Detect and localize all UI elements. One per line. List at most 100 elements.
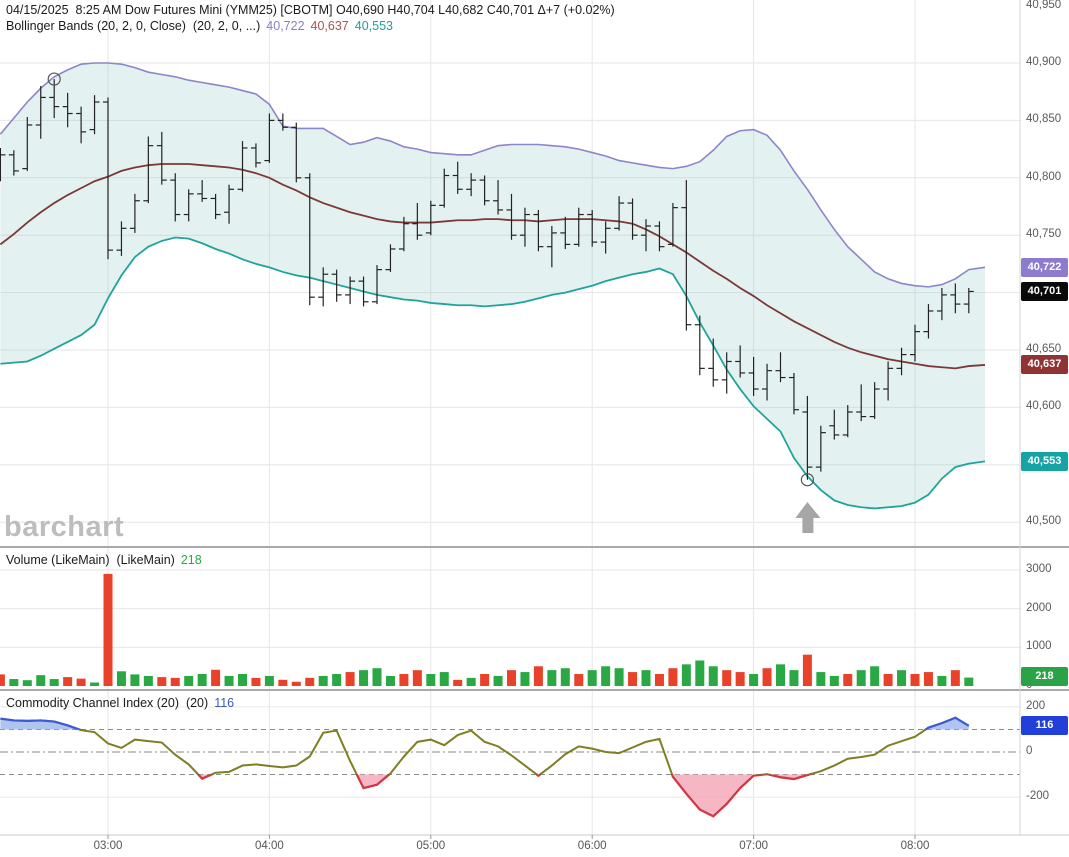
price-bar — [829, 409, 840, 440]
volume-bar — [36, 675, 46, 686]
price-bar — [802, 395, 813, 480]
time-axis-label: 06:00 — [577, 840, 607, 852]
arrow-up-annotation — [795, 502, 821, 533]
volume-bar — [157, 677, 167, 686]
volume-bar — [937, 675, 947, 686]
time-axis-label: 08:00 — [900, 840, 930, 852]
volume-bar — [762, 668, 772, 686]
volume-bar — [910, 674, 920, 686]
volume-axis-label: 2000 — [1026, 601, 1052, 614]
volume-bar — [184, 675, 194, 686]
volume-bar — [923, 672, 933, 686]
price-bar — [910, 324, 920, 362]
volume-bar — [170, 677, 180, 686]
volume-bar — [22, 680, 32, 686]
volume-bar — [466, 677, 476, 686]
instrument-header: 04/15/2025 8:25 AM Dow Futures Mini (YMM… — [6, 3, 615, 17]
volume-bar — [9, 679, 19, 686]
volume-header: Volume (LikeMain) (LikeMain) 218 — [6, 553, 202, 567]
price-bar — [143, 136, 154, 204]
time-axis-label: 03:00 — [93, 840, 123, 852]
price-bar — [493, 180, 504, 215]
volume-bar — [480, 674, 490, 686]
price-bar — [775, 352, 786, 383]
volume-bar — [399, 674, 409, 686]
volume-bar — [560, 668, 570, 686]
volume-bar — [493, 675, 503, 686]
price-bar — [116, 221, 127, 256]
price-bar — [641, 219, 651, 252]
price-axis-label: 40,900 — [1026, 56, 1062, 68]
volume-bar — [345, 672, 355, 686]
cci-axis-label: 200 — [1026, 699, 1046, 712]
price-last-value-badge: 40,637 — [1021, 355, 1068, 375]
price-bar — [277, 113, 288, 131]
bollinger-label: Bollinger Bands (20, 2, 0, Close) (20, 2… — [6, 19, 261, 33]
price-bar — [304, 173, 315, 306]
price-bar — [170, 173, 181, 222]
circle-annotation — [800, 473, 815, 487]
price-bar — [412, 203, 423, 240]
volume-bar — [816, 672, 826, 686]
volume-bar — [439, 672, 449, 686]
price-bar — [358, 276, 369, 307]
price-bar — [35, 85, 46, 139]
volume-bar — [587, 670, 597, 686]
volume-bar — [76, 678, 86, 686]
volume-bar — [426, 674, 436, 686]
volume-bar — [695, 660, 705, 686]
volume-bar — [749, 674, 759, 686]
price-bar — [8, 150, 19, 176]
volume-bar — [654, 674, 664, 686]
price-axis-label: 40,600 — [1026, 400, 1062, 413]
volume-bar — [143, 675, 153, 686]
volume-bar — [547, 670, 557, 686]
volume-bar — [964, 677, 974, 686]
price-bar — [681, 180, 692, 331]
volume-bar — [264, 675, 274, 686]
price-bar — [372, 265, 382, 305]
volume-bar — [856, 670, 866, 686]
volume-bar — [641, 670, 651, 686]
volume-bar — [291, 681, 301, 686]
price-bar — [883, 361, 894, 401]
volume-bar — [251, 677, 261, 686]
volume-last-value: 218 — [180, 553, 202, 567]
cci-last-value-badge: 116 — [1021, 716, 1068, 736]
price-bar — [89, 95, 100, 135]
volume-bar — [776, 664, 785, 686]
volume-bar — [224, 675, 234, 686]
volume-bar — [574, 674, 584, 686]
price-bar — [0, 147, 6, 182]
volume-bar — [453, 679, 463, 686]
price-bar — [815, 425, 826, 472]
volume-bar — [681, 664, 691, 686]
price-axis-label: 40,650 — [1026, 343, 1062, 355]
price-bar — [573, 207, 584, 247]
price-bar — [129, 193, 140, 233]
price-bar — [587, 209, 598, 247]
price-bar — [183, 189, 194, 222]
price-axis-label: 40,800 — [1026, 170, 1062, 183]
volume-bar — [533, 666, 543, 686]
bollinger-band-value: 40,637 — [310, 19, 349, 33]
price-bar — [762, 363, 773, 401]
price-bar — [546, 226, 557, 268]
volume-bar — [950, 670, 960, 686]
volume-bar — [49, 679, 59, 686]
price-last-value-badge: 40,722 — [1021, 257, 1068, 277]
time-axis-label: 04:00 — [255, 840, 284, 852]
volume-bar — [843, 674, 853, 686]
volume-bar — [668, 668, 678, 686]
volume-bar — [359, 670, 369, 686]
volume-bar — [318, 675, 328, 686]
price-bar — [600, 221, 611, 254]
time-axis-label: 05:00 — [416, 840, 446, 852]
price-bar — [197, 180, 208, 202]
price-bar — [466, 173, 477, 197]
price-bar — [667, 203, 678, 247]
volume-bar — [883, 674, 893, 686]
price-bar — [331, 269, 342, 302]
bollinger-values: 40,722 40,637 40,553 — [260, 19, 393, 33]
